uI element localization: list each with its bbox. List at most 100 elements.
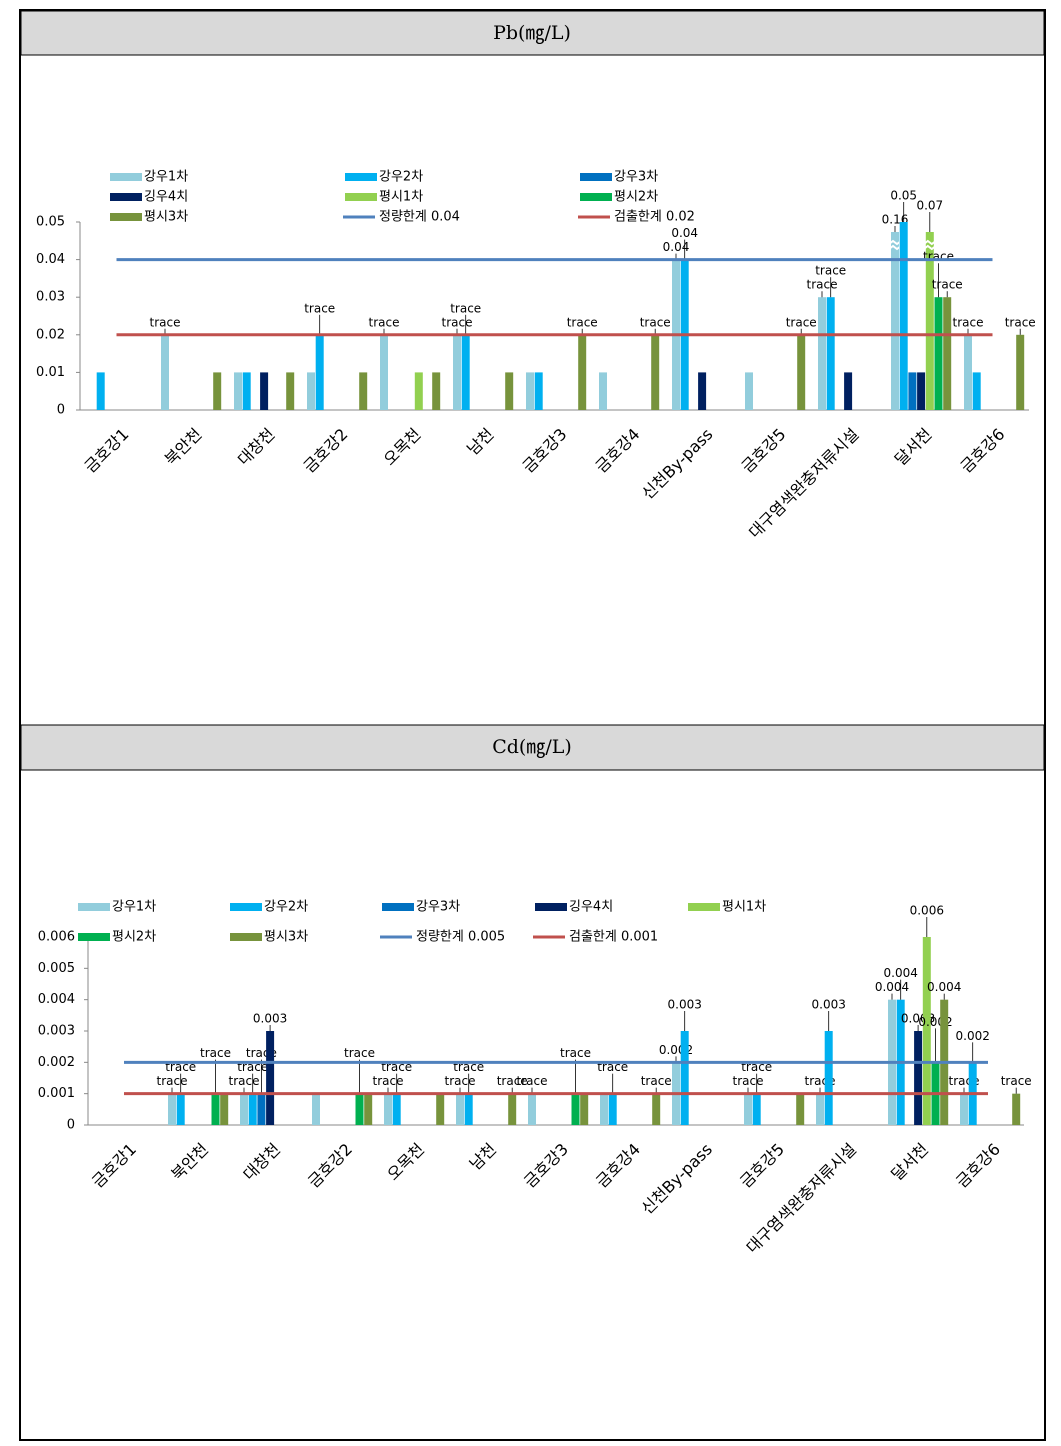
bar (826, 297, 835, 410)
data-label: 0.003 (253, 1012, 287, 1026)
legend-swatch (110, 193, 142, 201)
y-tick-label: 0.04 (36, 252, 65, 267)
bar (260, 372, 269, 410)
legend-label: 정량한계 0.04 (379, 210, 460, 225)
data-label: trace (786, 315, 817, 329)
bar (286, 372, 295, 410)
bar (359, 372, 368, 410)
data-label: trace (442, 315, 473, 329)
bar (891, 232, 899, 410)
bar (600, 1093, 608, 1125)
bar (816, 1093, 824, 1125)
bar (380, 334, 388, 410)
bar (580, 1093, 589, 1125)
data-label: trace (445, 1074, 476, 1088)
data-label: trace (304, 301, 335, 315)
bar (960, 1093, 968, 1125)
data-label: 0.003 (812, 998, 846, 1012)
data-label: trace (369, 315, 400, 329)
legend-label: 강우2차 (264, 900, 308, 915)
legend-label: 평시3차 (264, 930, 308, 945)
legend-swatch (110, 213, 142, 221)
bar (796, 1093, 805, 1125)
legend-swatch (230, 903, 262, 911)
bar (571, 1093, 580, 1125)
legend-label: 평시2차 (614, 190, 658, 205)
y-tick-label: 0.05 (36, 215, 65, 230)
bar (824, 1031, 833, 1125)
legend-swatch (382, 903, 414, 911)
bar (436, 1093, 445, 1125)
legend-label: 평시1차 (722, 900, 766, 915)
legend-label: 강우3차 (614, 170, 658, 185)
legend-label: 강우1차 (112, 900, 156, 915)
bar (914, 1031, 923, 1125)
bar (242, 372, 251, 410)
data-label: trace (200, 1046, 231, 1060)
bar (652, 1093, 661, 1125)
y-tick-label: 0.001 (38, 1086, 75, 1101)
y-tick-label: 0.003 (38, 1024, 75, 1039)
data-label: trace (567, 315, 598, 329)
bar (528, 1093, 536, 1125)
legend-label: 평시3차 (144, 210, 188, 225)
legend-label: 평시2차 (112, 930, 156, 945)
bar (599, 372, 607, 410)
bar (651, 334, 660, 410)
bar (526, 372, 534, 410)
data-label: trace (1005, 315, 1036, 329)
y-tick-label: 0 (67, 1118, 75, 1133)
legend-label: 정량한계 0.005 (416, 930, 505, 945)
bar (266, 1031, 275, 1125)
bar (925, 232, 934, 410)
legend-label: 깅우4치 (569, 900, 613, 915)
bar (505, 372, 514, 410)
legend-swatch (345, 173, 377, 181)
bar (534, 372, 543, 410)
bar (257, 1093, 266, 1125)
bar (964, 334, 972, 410)
data-label: 0.006 (910, 904, 944, 918)
data-label: trace (815, 264, 846, 278)
data-label: trace (229, 1074, 260, 1088)
data-label: 0.04 (671, 226, 698, 240)
y-tick-label: 0.005 (38, 961, 75, 976)
bar (698, 372, 707, 410)
y-tick-label: 0.03 (36, 290, 65, 305)
legend-label: 강우2차 (379, 170, 423, 185)
legend-label: 검출한계 0.001 (569, 930, 658, 945)
data-label: trace (640, 315, 671, 329)
bar (213, 372, 222, 410)
bar (315, 334, 324, 410)
y-tick-label: 0.01 (36, 365, 65, 380)
header-cell (20, 724, 1045, 771)
bar (934, 297, 943, 410)
legend-label: 평시1차 (379, 190, 423, 205)
bar (307, 372, 315, 410)
bar (1016, 334, 1025, 410)
legend-label: 검출한계 0.02 (614, 210, 695, 225)
legend-label: 강우3차 (416, 900, 460, 915)
bar (211, 1093, 220, 1125)
data-label: 0.002 (956, 1029, 990, 1043)
data-label: 0.004 (875, 980, 909, 994)
data-label: trace (157, 1074, 188, 1088)
header-cell (20, 10, 1045, 56)
bar (752, 1093, 761, 1125)
bar (168, 1093, 176, 1125)
legend-swatch (345, 193, 377, 201)
bar (96, 372, 105, 410)
data-label: trace (150, 315, 181, 329)
data-label: trace (733, 1074, 764, 1088)
data-label: trace (560, 1046, 591, 1060)
bar (432, 372, 441, 410)
data-label: trace (641, 1074, 672, 1088)
data-label: trace (450, 301, 481, 315)
legend-swatch (78, 903, 110, 911)
bar (899, 222, 908, 410)
bar (392, 1093, 401, 1125)
legend-swatch (110, 173, 142, 181)
bar (364, 1093, 373, 1125)
bar (464, 1093, 473, 1125)
